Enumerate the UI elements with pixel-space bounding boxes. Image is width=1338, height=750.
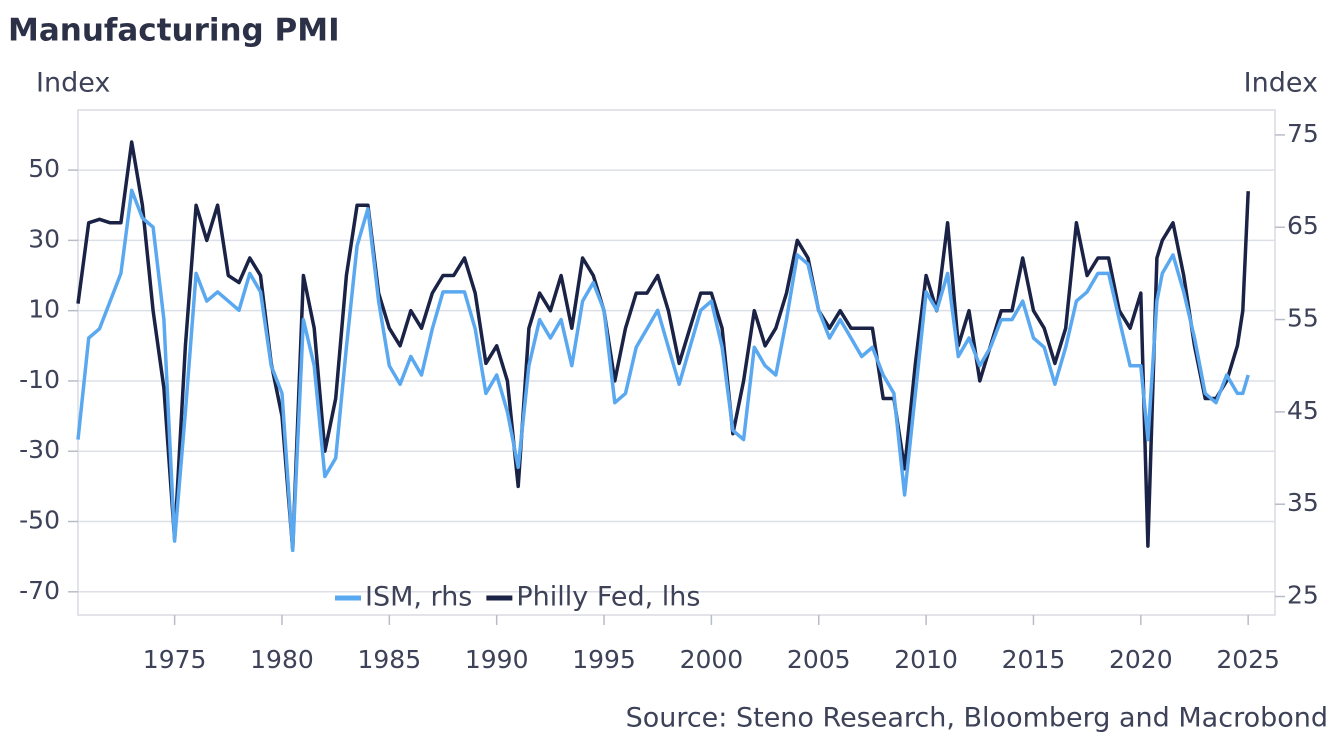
series-line [76,140,1250,552]
x-tick-label: 2000 [680,645,744,674]
x-tick-label: 2015 [1002,645,1066,674]
x-tick-label: 1985 [358,645,422,674]
source: Source: Steno Research, Bloomberg and Ma… [626,703,1328,734]
series-line [76,188,1250,553]
y2-tick-label: 35 [1287,488,1319,517]
x-tick-label: 1990 [465,645,529,674]
x-tick-label: 2005 [787,645,851,674]
x-tick-label: 1995 [572,645,636,674]
y-tick-label: 50 [28,154,60,183]
legend-label: Philly Fed, lhs [516,582,700,613]
y-tick-label: 30 [28,224,60,253]
x-tick-label: 2025 [1216,645,1280,674]
x-tick-label: 2020 [1109,645,1173,674]
legend-label: ISM, rhs [365,582,472,613]
y2-tick-label: 25 [1287,581,1319,610]
y-tick-label: -30 [19,435,60,464]
y2-tick-label: 65 [1287,211,1319,240]
y2-tick-label: 55 [1287,304,1319,333]
y-axis-label: Index [36,68,110,99]
y2-axis-label: Index [1244,68,1318,99]
y-tick-label: -70 [19,576,60,605]
x-tick-label: 1975 [143,645,207,674]
x-tick-label: 1980 [250,645,314,674]
y-tick-label: -50 [19,506,60,535]
x-tick-label: 2010 [894,645,958,674]
y2-tick-label: 45 [1287,396,1319,425]
y2-tick-label: 75 [1287,119,1319,148]
y-tick-label: -10 [19,365,60,394]
y-tick-label: 10 [28,295,60,324]
chart-title: Manufacturing PMI [8,13,340,49]
plot-frame [77,109,1276,616]
